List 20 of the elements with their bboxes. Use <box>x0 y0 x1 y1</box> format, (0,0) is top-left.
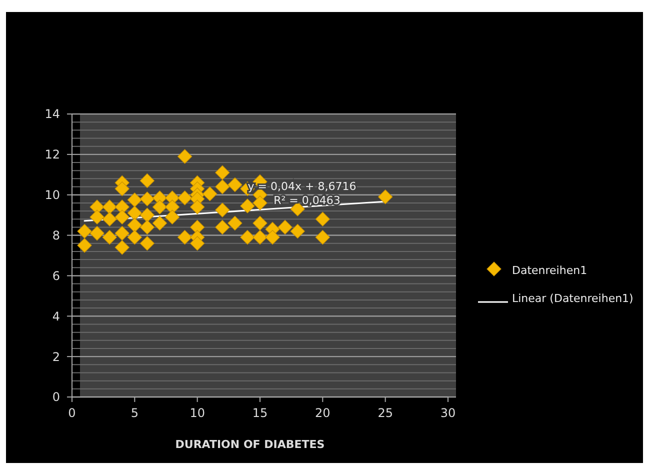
x-tick-label: 30 <box>440 406 456 420</box>
legend-label: Datenreihen1 <box>512 264 588 277</box>
annotation: R² = 0,0463 <box>274 194 340 207</box>
y-tick-label: 6 <box>52 268 60 283</box>
y-tick-label: 2 <box>52 350 60 364</box>
x-tick-label: 20 <box>315 406 330 420</box>
x-tick-label: 25 <box>378 406 393 420</box>
y-tick-label: 12 <box>44 148 60 162</box>
x-axis-title: DURATION OF DIABETES <box>175 438 325 451</box>
x-tick-label: 5 <box>130 406 138 420</box>
y-tick-label: 14 <box>44 107 60 122</box>
x-tick-label: 15 <box>252 406 268 420</box>
annotation: y = 0,04x + 8,6716 <box>248 180 356 193</box>
legend-label: Linear (Datenreihen1) <box>512 292 634 305</box>
x-tick-label: 0 <box>68 406 76 420</box>
y-tick-label: 10 <box>44 188 60 202</box>
y-tick-label: 0 <box>52 390 60 404</box>
x-tick-label: 10 <box>190 406 205 420</box>
y-tick-label: 8 <box>52 228 60 242</box>
y-tick-label: 4 <box>52 309 60 324</box>
